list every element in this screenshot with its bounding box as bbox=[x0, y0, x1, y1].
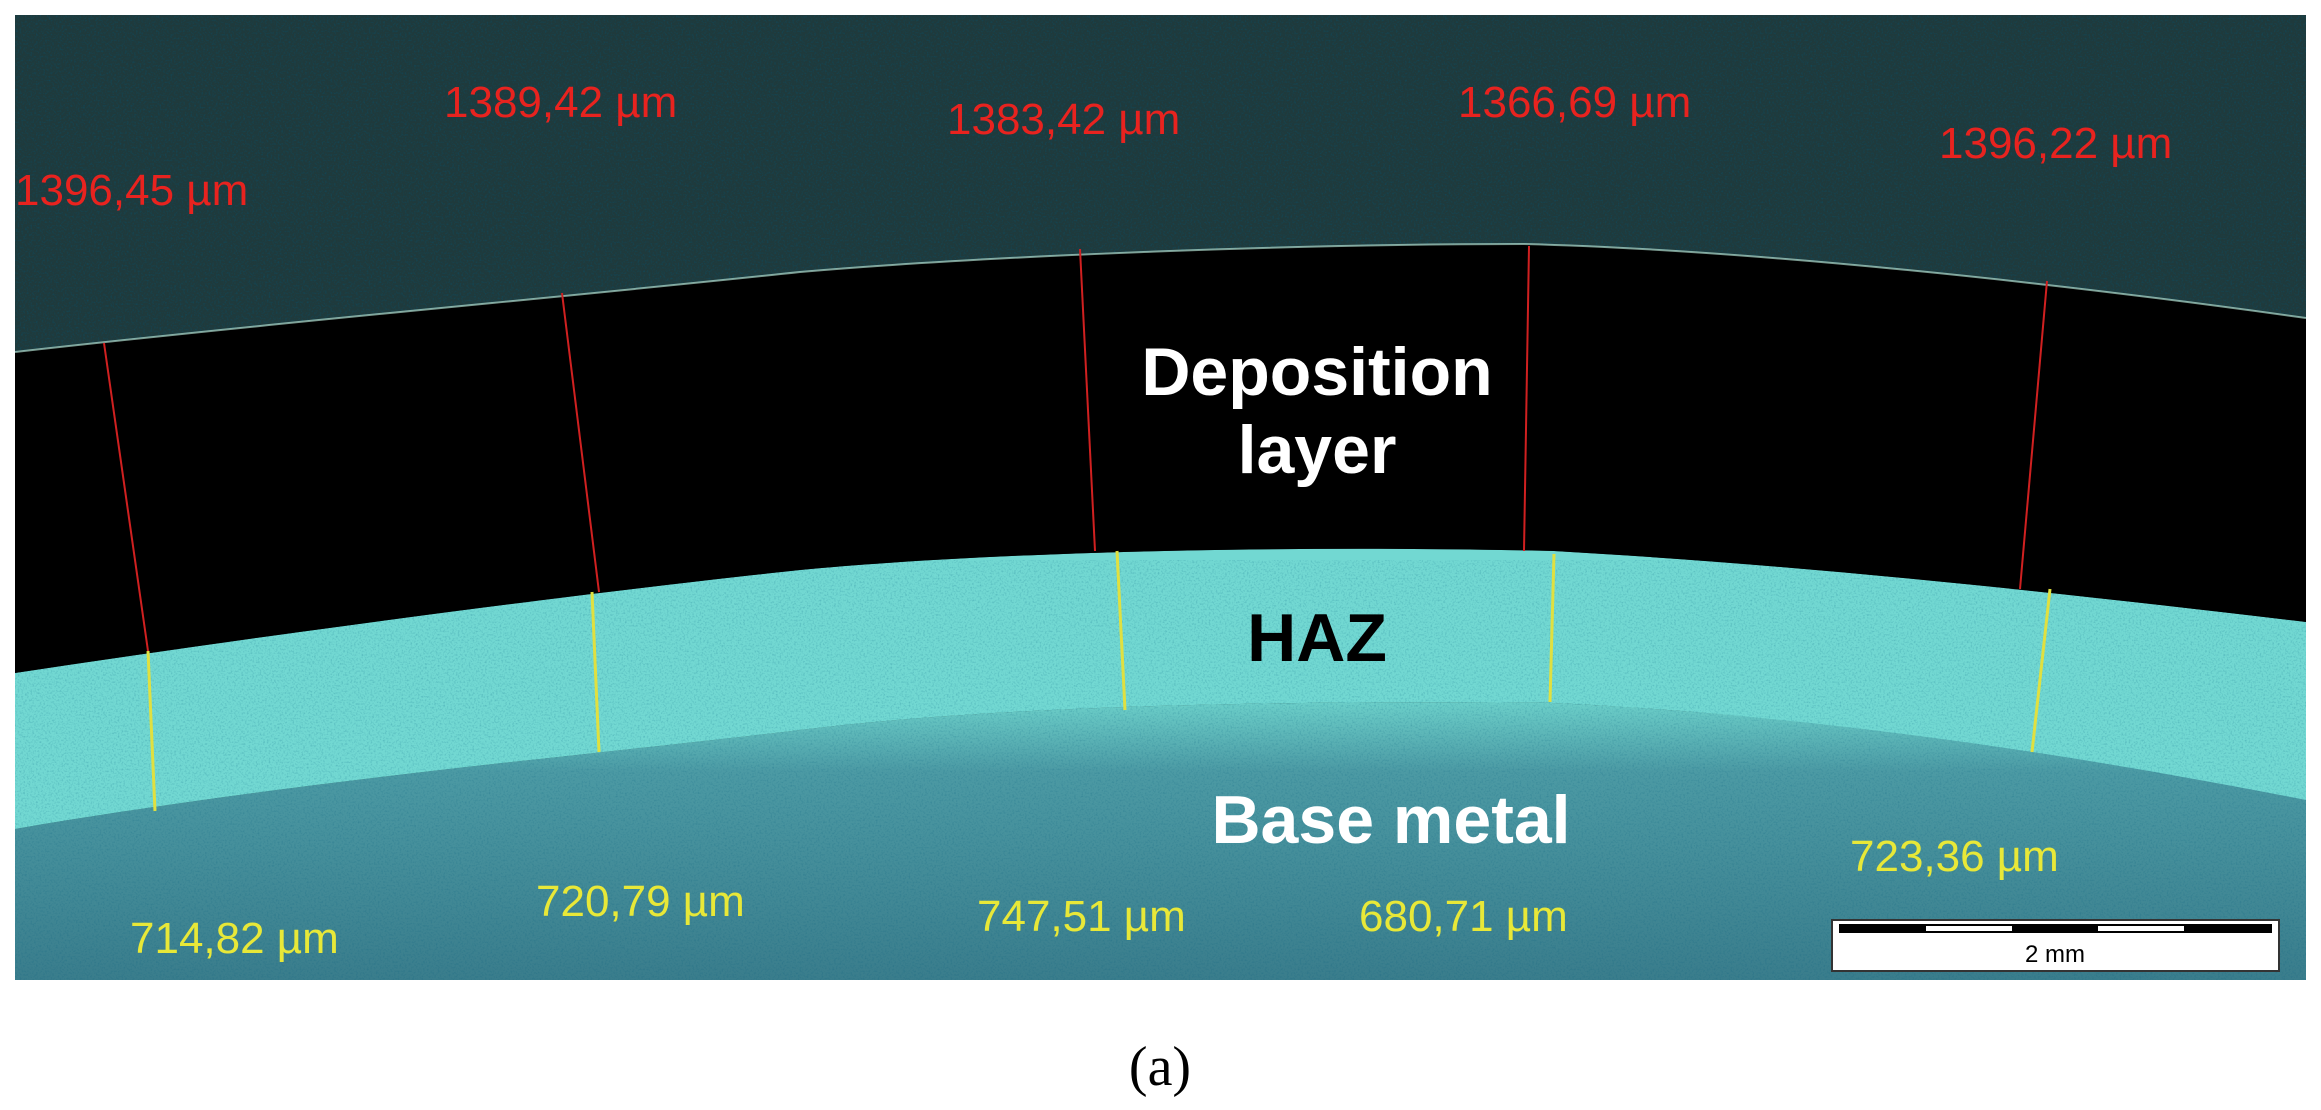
haz-labels: 714,82 µm 720,79 µm 747,51 µm 680,71 µm … bbox=[130, 832, 2059, 963]
micrograph: 1396,45 µm 1389,42 µm 1383,42 µm 1366,69… bbox=[15, 15, 2306, 980]
region-label: layer bbox=[1238, 412, 1397, 488]
surface-edge bbox=[15, 242, 2306, 353]
scale-bar-label: 2 mm bbox=[2025, 941, 2085, 968]
thickness-label: 720,79 µm bbox=[536, 877, 745, 926]
region-label: Deposition bbox=[1141, 334, 1492, 410]
scale-bar-segment bbox=[1840, 925, 1926, 932]
texture bbox=[15, 560, 2306, 980]
deposition-labels: 1396,45 µm 1389,42 µm 1383,42 µm 1366,69… bbox=[15, 78, 2172, 215]
deposition-measure-lines bbox=[103, 245, 2048, 652]
thickness-label: 714,82 µm bbox=[130, 914, 339, 963]
caption: (a) bbox=[1129, 1036, 1191, 1098]
scale-bar: 2 mm bbox=[1831, 919, 2280, 972]
scale-bar-segment bbox=[2012, 925, 2098, 932]
deposition-zone bbox=[15, 244, 2306, 673]
thickness-label: 1366,69 µm bbox=[1458, 78, 1691, 127]
region-label: HAZ bbox=[1247, 600, 1387, 676]
thickness-label: 1389,42 µm bbox=[444, 78, 677, 127]
thickness-label: 680,71 µm bbox=[1359, 892, 1568, 941]
region-label: Base metal bbox=[1211, 782, 1570, 858]
thickness-label: 723,36 µm bbox=[1850, 832, 2059, 881]
thickness-label: 1383,42 µm bbox=[947, 95, 1180, 144]
thickness-label: 1396,22 µm bbox=[1939, 119, 2172, 168]
thickness-label: 747,51 µm bbox=[977, 892, 1186, 941]
haz-measure-lines bbox=[146, 550, 2052, 812]
scale-bar-segment bbox=[2184, 925, 2271, 932]
thickness-label: 1396,45 µm bbox=[15, 166, 248, 215]
